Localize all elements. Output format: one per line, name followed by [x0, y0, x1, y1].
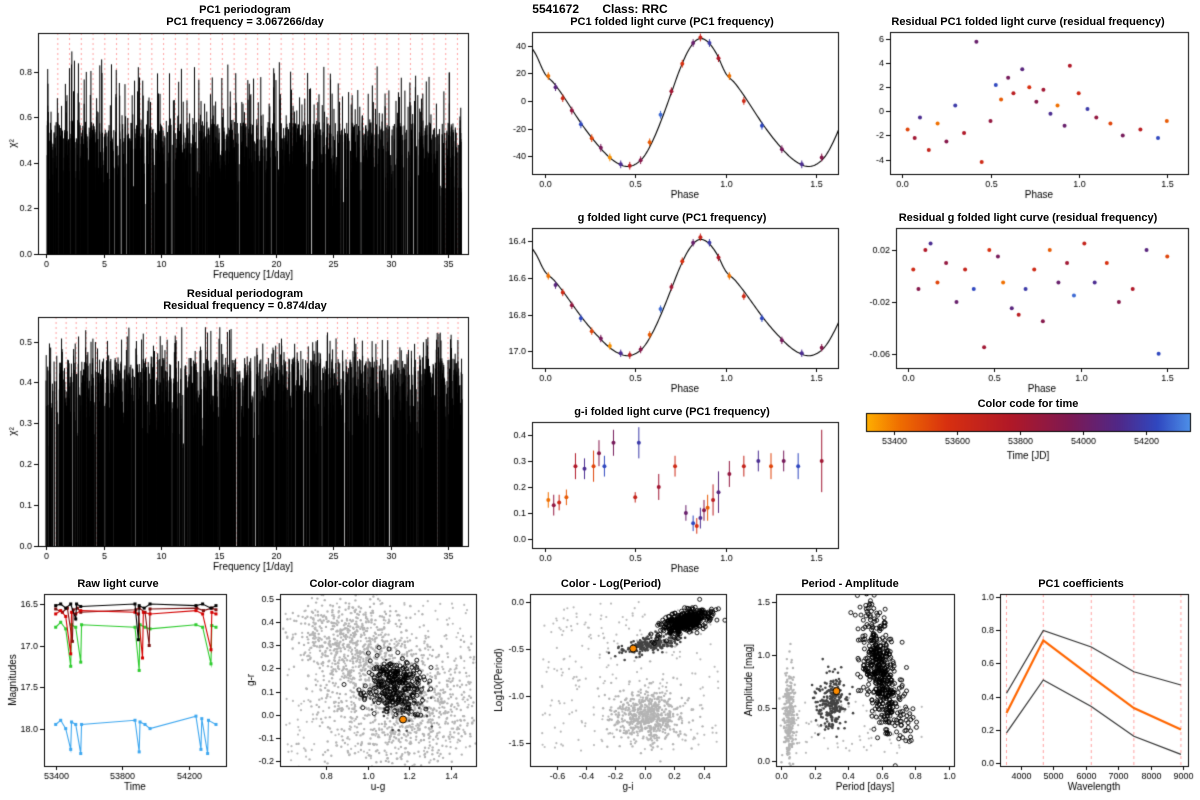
- time-colorbar: [858, 410, 1198, 561]
- pc1-periodogram-chart: [2, 28, 488, 284]
- chart-title: g folded light curve (PC1 frequency): [577, 212, 767, 224]
- panel-residual-pc1: Residual PC1 folded light curve (residua…: [858, 16, 1198, 203]
- period-amplitude-chart: [738, 590, 962, 797]
- chart-title: Color - Log(Period): [560, 578, 662, 590]
- chart-title: Residual PC1 folded light curve (residua…: [891, 16, 1165, 28]
- panel-pc1-periodogram: PC1 periodogram PC1 frequency = 3.067266…: [2, 4, 488, 284]
- chart-title: PC1 periodogram PC1 frequency = 3.067266…: [2, 4, 488, 29]
- panel-color-color: Color-color diagram: [240, 578, 484, 797]
- panel-time-colorbar: Color code for time: [858, 398, 1198, 561]
- panel-pc1-coefficients: PC1 coefficients: [966, 578, 1196, 797]
- panel-period-amplitude: Period - Amplitude: [738, 578, 962, 797]
- title-line-1: Residual periodogram: [186, 288, 304, 300]
- color-logperiod-chart: [488, 590, 734, 797]
- pc1-folded-chart: [496, 28, 848, 203]
- pc1-coefficients-chart: [966, 590, 1196, 797]
- residual-periodogram-chart: [2, 312, 488, 576]
- title-line-1: PC1 periodogram: [199, 4, 291, 16]
- panel-raw-light-curve: Raw light curve: [2, 578, 234, 797]
- chart-title: Residual g folded light curve (residual …: [898, 212, 1158, 224]
- g-folded-chart: [496, 224, 848, 397]
- panel-gi-folded: g-i folded light curve (PC1 frequency): [496, 406, 848, 577]
- chart-title: Color code for time: [977, 398, 1079, 410]
- chart-title: Raw light curve: [77, 578, 159, 590]
- panel-residual-periodogram: Residual periodogram Residual frequency …: [2, 288, 488, 576]
- residual-g-chart: [858, 224, 1198, 397]
- gi-folded-chart: [496, 418, 848, 577]
- color-color-chart: [240, 590, 484, 797]
- chart-title: PC1 coefficients: [1038, 578, 1124, 590]
- raw-light-curve-chart: [2, 590, 234, 797]
- chart-title: Residual periodogram Residual frequency …: [2, 288, 488, 313]
- title-line-2: Residual frequency = 0.874/day: [163, 300, 327, 313]
- residual-pc1-chart: [858, 28, 1198, 203]
- chart-title: Color-color diagram: [309, 578, 415, 590]
- panel-pc1-folded: PC1 folded light curve (PC1 frequency): [496, 16, 848, 203]
- panel-g-folded: g folded light curve (PC1 frequency): [496, 212, 848, 397]
- title-line-2: PC1 frequency = 3.067266/day: [166, 16, 324, 29]
- chart-title: g-i folded light curve (PC1 frequency): [574, 406, 770, 418]
- figure-header: 5541672 Class: RRC: [0, 2, 1200, 16]
- panel-residual-g: Residual g folded light curve (residual …: [858, 212, 1198, 397]
- class-label: Class: RRC: [602, 2, 668, 16]
- chart-title: Period - Amplitude: [801, 578, 899, 590]
- panel-color-logperiod: Color - Log(Period): [488, 578, 734, 797]
- object-id: 5541672: [532, 2, 579, 16]
- chart-title: PC1 folded light curve (PC1 frequency): [570, 16, 774, 28]
